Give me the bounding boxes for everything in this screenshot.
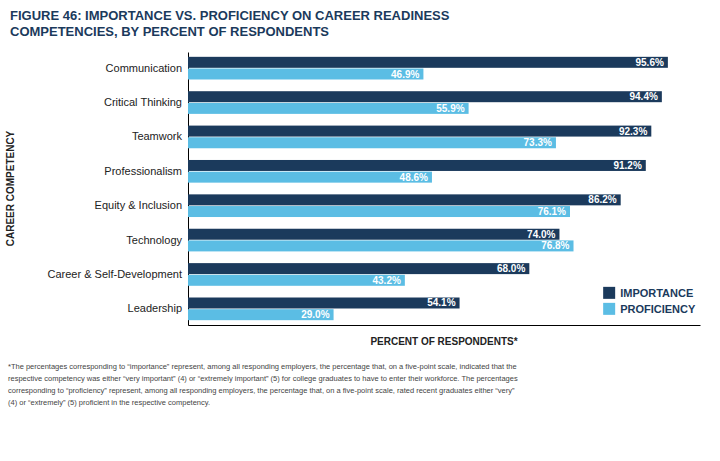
data-label: 54.1%	[427, 297, 455, 308]
data-label: 73.3%	[524, 137, 552, 148]
annotation: corresponding to “proficiency” represent…	[8, 386, 515, 395]
annotation: *The percentages corresponding to “impor…	[8, 362, 517, 371]
bar	[188, 69, 423, 80]
y-axis-title: CAREER COMPETENCY	[5, 130, 16, 246]
y-tick: Critical Thinking	[104, 96, 182, 108]
data-label: 29.0%	[301, 309, 329, 320]
bar	[188, 126, 651, 137]
y-tick: Equity & Inclusion	[95, 199, 182, 211]
bar	[188, 137, 556, 148]
data-label: 46.9%	[391, 69, 419, 80]
y-tick: Career & Self-Development	[47, 268, 182, 280]
data-label: 68.0%	[497, 263, 525, 274]
y-tick: Leadership	[128, 302, 182, 314]
y-tick: Teamwork	[132, 130, 183, 142]
subtitle: COMPETENCIES, BY PERCENT OF RESPONDENTS	[10, 24, 329, 39]
bar	[188, 240, 574, 251]
plot: Communication Critical Thinking Teamwork Pr…	[47, 53, 700, 326]
data-label: 76.1%	[538, 206, 566, 217]
bar	[188, 309, 334, 320]
legend-label: IMPORTANCE	[620, 287, 693, 299]
legend: IMPORTANCE PROFICIENCY	[603, 287, 696, 315]
y-tick: Technology	[126, 234, 182, 246]
bar-series	[188, 57, 668, 309]
data-label: 43.2%	[372, 275, 400, 286]
title: FIGURE 46: IMPORTANCE VS. PROFICIENCY ON…	[10, 8, 450, 23]
footnote: *The percentages corresponding to “impor…	[8, 362, 518, 407]
data-label: 48.6%	[400, 172, 428, 183]
data-label: 55.9%	[436, 103, 464, 114]
data-label: 92.3%	[619, 126, 647, 137]
data-labels: 95.6% 94.4% 92.3% 91.2% 86.2% 74.0% 68.0% 54.1%…	[301, 57, 664, 320]
legend-swatch	[603, 287, 615, 299]
bar	[188, 206, 570, 217]
bar	[188, 91, 662, 102]
data-label: 91.2%	[613, 160, 641, 171]
data-label: 94.4%	[629, 91, 657, 102]
bar	[188, 229, 559, 240]
y-tick-label: Career & Self-Development	[47, 268, 182, 280]
legend-swatch	[603, 303, 615, 315]
chart: FIGURE 46: IMPORTANCE VS. PROFICIENCY ON…	[0, 0, 720, 461]
legend-label: PROFICIENCY	[620, 303, 696, 315]
bar	[188, 160, 646, 171]
y-tick-label: Teamwork	[132, 130, 183, 142]
y-tick-label: Technology	[126, 234, 182, 246]
y-tick-label: Professionalism	[104, 165, 182, 177]
bar	[188, 263, 529, 274]
bar	[188, 57, 668, 68]
y-tick-label: Leadership	[128, 302, 182, 314]
legend-item: PROFICIENCY	[603, 303, 696, 315]
y-tick: Communication	[106, 62, 182, 74]
data-label: 76.8%	[541, 240, 569, 251]
x-axis	[189, 325, 701, 326]
annotation: (4) or “extremely” (5) proficient in the…	[8, 398, 210, 407]
y-tick: Professionalism	[104, 165, 182, 177]
y-tick-label: Equity & Inclusion	[95, 199, 182, 211]
y-axis: Communication Critical Thinking Teamwork Pr…	[47, 53, 188, 326]
annotation: respective competency was either “very i…	[8, 374, 518, 383]
bar	[188, 172, 432, 183]
data-label: 95.6%	[636, 57, 664, 68]
y-tick-label: Critical Thinking	[104, 96, 182, 108]
bar-series	[188, 69, 574, 321]
bar	[188, 103, 469, 114]
data-label: 86.2%	[588, 194, 616, 205]
bar	[188, 194, 621, 205]
bars	[188, 57, 668, 320]
y-tick-label: Communication	[106, 62, 182, 74]
bar	[188, 275, 405, 286]
data-label: 74.0%	[527, 229, 555, 240]
legend-item: IMPORTANCE	[603, 287, 693, 299]
bar	[188, 298, 460, 309]
x-axis-line	[189, 325, 701, 326]
x-axis-title: PERCENT OF RESPONDENTS*	[370, 336, 517, 347]
